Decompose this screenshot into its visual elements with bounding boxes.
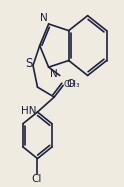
Text: CH₃: CH₃	[63, 80, 80, 89]
Text: N: N	[50, 69, 58, 79]
Text: N: N	[40, 13, 48, 23]
Text: S: S	[25, 57, 32, 70]
Text: Cl: Cl	[31, 174, 42, 184]
Text: HN: HN	[21, 106, 36, 116]
Text: O: O	[66, 79, 74, 89]
